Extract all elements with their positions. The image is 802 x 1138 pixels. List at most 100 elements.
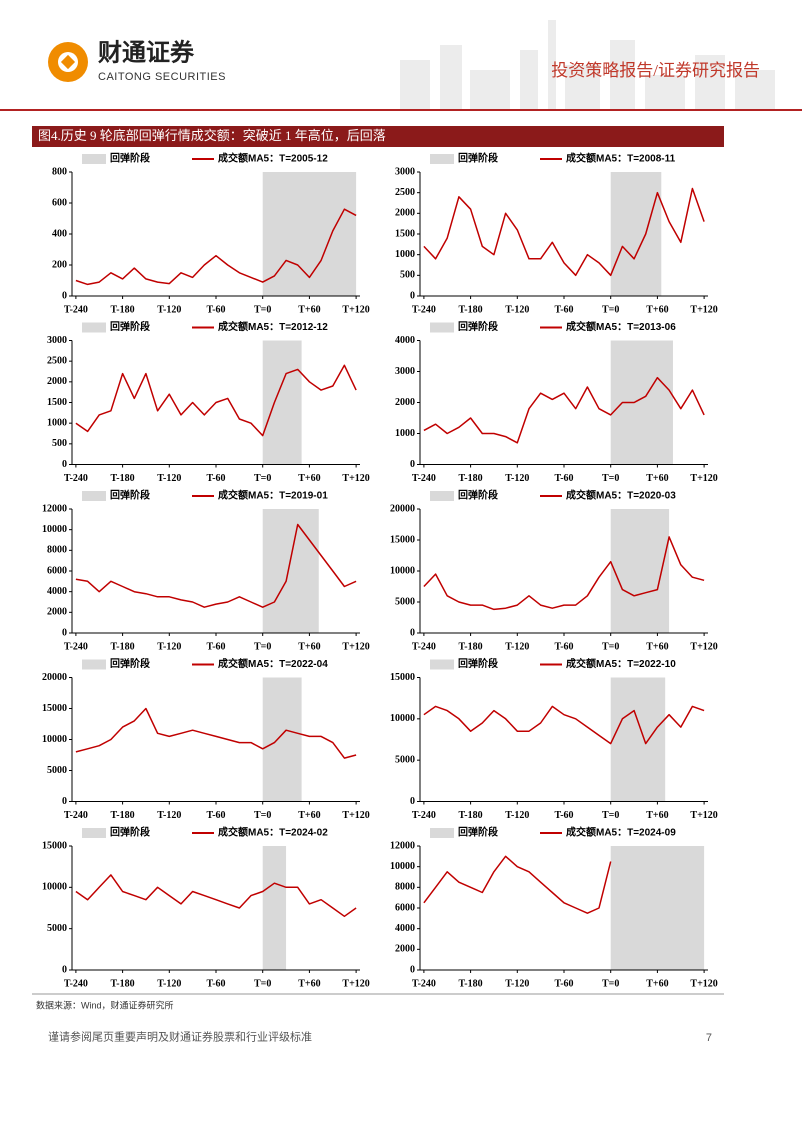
y-tick-label: 2500 (395, 187, 415, 198)
x-tick-label: T-120 (505, 304, 529, 315)
legend-swatch (430, 154, 454, 164)
chart: 0 2000 4000 6000 8000 10000 12000 T-240 T-180 T-1… (390, 826, 718, 990)
chart: 0 200 400 600 800 T-240 T-180 T-120 T-60 T=0 T+60 T… (52, 152, 370, 316)
x-tick-label: T-120 (157, 978, 181, 989)
y-tick-label: 2000 (395, 208, 415, 219)
legend-label: 回弹阶段 (110, 320, 150, 333)
x-tick-label: T=0 (254, 978, 271, 989)
x-tick-label: T-240 (412, 304, 436, 315)
y-tick-label: 15000 (42, 703, 67, 714)
x-tick-label: T-120 (505, 810, 529, 821)
x-tick-label: T-180 (111, 978, 135, 989)
data-line (423, 376, 705, 444)
chart: 0 5000 10000 15000 T-240 T-180 T-120 T-60 T=0 T+6… (390, 657, 718, 821)
legend-label: 回弹阶段 (110, 152, 150, 165)
legend-swatch (430, 828, 454, 838)
rebound-band (262, 677, 302, 802)
y-tick-label: 2000 (47, 376, 67, 387)
x-tick-label: T+120 (342, 304, 369, 315)
rebound-band (262, 340, 302, 465)
y-tick-label: 6000 (47, 565, 67, 576)
y-tick-label: 2000 (47, 607, 67, 618)
x-tick-label: T-120 (157, 641, 181, 652)
chart: 0 5000 10000 15000 T-240 T-180 T-120 T-60 T=0 T+6… (42, 826, 370, 990)
y-tick-label: 1500 (395, 228, 415, 239)
figure-title: 图4.历史 9 轮底部回弹行情成交额：突破近 1 年高位，后回落 (38, 128, 386, 143)
y-tick-label: 400 (52, 228, 67, 239)
chart: 0 5000 10000 15000 20000 T-240 T-180 T-120 T-60 T… (390, 489, 718, 653)
y-tick-label: 0 (410, 627, 415, 638)
x-tick-label: T-120 (505, 978, 529, 989)
chart: 0 5000 10000 15000 20000 T-240 T-180 T-120 T-60 T… (42, 657, 370, 821)
y-tick-label: 10000 (42, 524, 67, 535)
x-tick-label: T-60 (554, 304, 573, 315)
page-number: 7 (706, 1032, 712, 1044)
y-tick-label: 0 (410, 290, 415, 301)
x-tick-label: T+120 (342, 473, 369, 484)
skyline (400, 20, 775, 110)
y-tick-label: 500 (400, 270, 415, 281)
legend-swatch (82, 154, 106, 164)
y-tick-label: 10000 (390, 713, 415, 724)
data-line (423, 536, 705, 611)
legend-label: 成交额MA5：T=2019-01 (218, 489, 328, 502)
x-tick-label: T+120 (690, 978, 717, 989)
x-tick-label: T=0 (254, 304, 271, 315)
y-tick-label: 5000 (395, 754, 415, 765)
legend-swatch (430, 322, 454, 333)
y-tick-label: 600 (52, 197, 67, 208)
y-tick-label: 0 (410, 459, 415, 470)
y-tick-label: 10000 (42, 882, 67, 893)
legend-label: 回弹阶段 (458, 152, 498, 165)
x-tick-label: T=0 (602, 304, 619, 315)
x-tick-label: T-180 (459, 304, 483, 315)
rebound-band (262, 509, 319, 633)
y-tick-label: 0 (62, 290, 67, 301)
x-tick-label: T+120 (690, 810, 717, 821)
data-line (75, 523, 357, 608)
legend-label: 成交额MA5：T=2024-09 (566, 826, 676, 839)
x-tick-label: T+60 (298, 304, 320, 315)
x-tick-label: T+60 (646, 641, 668, 652)
y-tick-label: 10000 (390, 565, 415, 576)
x-tick-label: T=0 (602, 978, 619, 989)
data-line (75, 707, 357, 759)
y-tick-label: 20000 (390, 503, 415, 514)
y-tick-label: 3000 (395, 366, 415, 377)
y-tick-label: 1000 (395, 249, 415, 260)
x-tick-label: T-60 (554, 641, 573, 652)
x-tick-label: T-180 (111, 473, 135, 484)
y-tick-label: 3000 (47, 335, 67, 346)
y-tick-label: 10000 (42, 734, 67, 745)
y-tick-label: 0 (62, 627, 67, 638)
legend-swatch (82, 659, 106, 670)
x-tick-label: T-120 (157, 810, 181, 821)
x-tick-label: T-240 (64, 641, 88, 652)
x-tick-label: T-60 (206, 473, 225, 484)
legend-label: 成交额MA5：T=2024-02 (218, 826, 328, 839)
data-line (75, 208, 357, 286)
y-tick-label: 15000 (390, 534, 415, 545)
y-tick-label: 20000 (42, 672, 67, 683)
y-tick-label: 800 (52, 166, 67, 177)
company-name-en: CAITONG SECURITIES (98, 71, 226, 83)
x-tick-label: T-240 (64, 473, 88, 484)
rebound-band (610, 340, 673, 465)
y-tick-label: 0 (62, 459, 67, 470)
y-tick-label: 10000 (390, 861, 415, 872)
legend-swatch (82, 828, 106, 838)
company-name: 财通证券 (98, 38, 195, 66)
legend-label: 成交额MA5：T=2022-10 (566, 657, 676, 670)
x-tick-label: T-180 (459, 810, 483, 821)
data-line (75, 874, 357, 918)
x-tick-label: T-180 (111, 810, 135, 821)
x-tick-label: T+120 (342, 978, 369, 989)
x-tick-label: T-180 (111, 304, 135, 315)
x-tick-label: T+60 (646, 304, 668, 315)
y-tick-label: 1500 (47, 397, 67, 408)
legend-label: 成交额MA5：T=2008-11 (566, 152, 676, 165)
x-tick-label: T-60 (206, 978, 225, 989)
y-tick-label: 0 (410, 964, 415, 975)
